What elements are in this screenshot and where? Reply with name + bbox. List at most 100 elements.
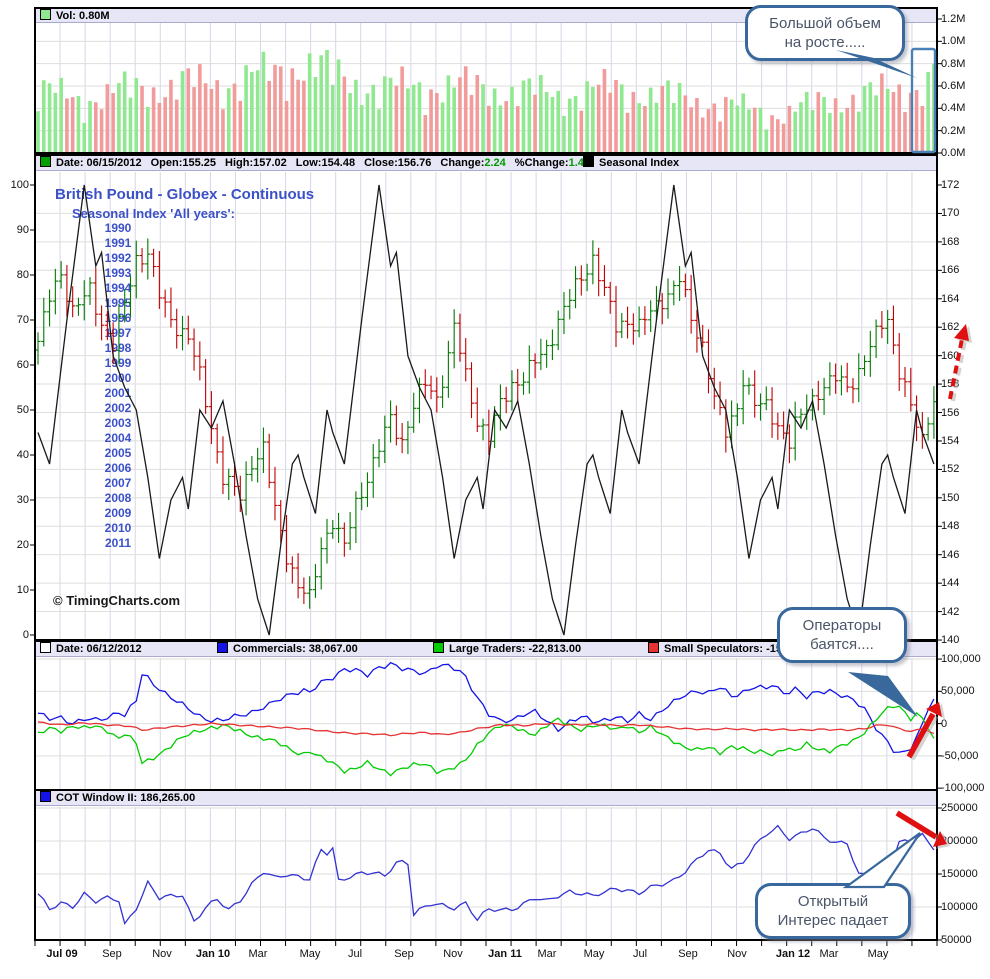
large-traders-swatch-icon [433, 642, 444, 653]
volume-bar [914, 90, 919, 153]
volume-bar [452, 87, 456, 153]
seasonal-year-label: 2009 [104, 506, 132, 520]
oi-legend-bar: COT Window II: 186,265.00 [36, 791, 936, 806]
volume-bar [880, 73, 884, 153]
volume-bar [342, 76, 347, 153]
oi-legend-label: COT Window II: 186,265.00 [56, 792, 196, 804]
oi-axis-tick: 100000 [941, 901, 978, 913]
volume-bar [429, 89, 433, 153]
volume-bar [36, 111, 40, 153]
volume-bar [614, 79, 618, 153]
volume-bar [232, 83, 237, 153]
price-axis-tick: 144 [941, 577, 960, 590]
seasonal-axis-tick: 0 [22, 629, 29, 641]
volume-bar [567, 98, 572, 153]
volume-axis-tick: 1.0M [941, 35, 966, 48]
price-axis-tick: 154 [941, 434, 960, 447]
volume-bar [215, 80, 219, 153]
volume-bar [388, 77, 393, 153]
volume-bar [591, 86, 595, 153]
volume-bar [354, 79, 358, 153]
seasonal-axis-tick: 20 [16, 539, 29, 551]
volume-bar [891, 92, 896, 153]
volume-bar [203, 83, 208, 153]
volume-bar [666, 80, 670, 153]
seasonal-index-line [37, 184, 935, 636]
volume-bar [163, 97, 167, 153]
price-change-label: Change: [440, 157, 485, 169]
volume-axis-tick: 0.0M [941, 146, 966, 159]
volume-bar [365, 93, 370, 153]
volume-bar [643, 106, 647, 153]
volume-bar [724, 97, 728, 153]
volume-bar [695, 97, 699, 153]
volume-bar [862, 86, 867, 153]
commercials-swatch-icon [217, 642, 228, 653]
volume-bar [174, 99, 179, 153]
price-axis-tick: 140 [941, 634, 960, 647]
volume-bar [550, 97, 555, 153]
price-low: Low:154.48 [295, 157, 356, 169]
volume-bar [648, 87, 653, 153]
volume-bar [741, 93, 745, 153]
price-axis-tick: 150 [941, 491, 960, 504]
volume-bar [371, 84, 376, 153]
volume-bar [463, 66, 468, 153]
volume-bar [307, 53, 312, 153]
x-axis-label: May [299, 948, 321, 960]
seasonal-year-label: 2008 [104, 491, 132, 505]
volume-bar [151, 87, 156, 153]
seasonal-subtitle: Seasonal Index 'All years': [72, 206, 235, 221]
volume-bar [296, 79, 300, 153]
x-axis-label: May [867, 948, 889, 960]
volume-bar [180, 71, 185, 153]
seasonal-year-label: 1992 [104, 251, 132, 265]
volume-bar [469, 95, 474, 153]
price-axis-tick: 166 [941, 264, 960, 277]
commercials-label: Commercials: 38,067.00 [233, 643, 358, 655]
volume-bar [544, 92, 549, 153]
volume-bar [267, 81, 271, 153]
seasonal-year-label: 2005 [104, 446, 132, 460]
volume-bar [186, 68, 191, 153]
volume-bar [677, 82, 682, 153]
seasonal-year-label: 2003 [104, 416, 132, 430]
large-traders-legend: Large Traders: -22,813.00 [433, 642, 581, 657]
price-pct-change-label: %Change: [514, 157, 569, 169]
volume-bar [70, 97, 75, 153]
seasonal-year-label: 1996 [104, 311, 132, 325]
volume-bar [637, 103, 641, 153]
price-axis-tick: 152 [941, 463, 960, 476]
volume-bar [359, 105, 364, 153]
volume-bar [515, 106, 520, 153]
volume-swatch-icon [40, 9, 51, 20]
price-change-value: 2.24 [484, 157, 506, 169]
seasonal-axis-tick: 40 [16, 449, 29, 461]
volume-bar [498, 105, 503, 153]
volume-bar [689, 107, 693, 153]
volume-bar [88, 101, 92, 153]
volume-bar [700, 117, 705, 153]
callout-volume-rally: Большой объем на росте..... [745, 5, 905, 62]
seasonal-year-label: 1998 [104, 341, 132, 355]
seasonal-year-label: 1991 [104, 236, 132, 250]
oi-axis-tick: 150000 [941, 868, 978, 880]
volume-bar [810, 110, 815, 153]
volume-highlight-box [910, 47, 937, 154]
volume-bar [330, 84, 335, 153]
cot-axis-tick: -50,000 [941, 749, 979, 762]
price-high: High:157.02 [225, 157, 287, 169]
price-axis-tick: 148 [941, 520, 960, 533]
cot-date-group: Date: 06/12/2012 [40, 642, 142, 657]
cot-date: Date: 06/12/2012 [56, 643, 142, 655]
volume-bar [406, 88, 410, 153]
seasonal-year-label: 2007 [104, 476, 132, 490]
seasonal-axis-tick: 50 [16, 404, 29, 416]
volume-bar [134, 78, 139, 153]
volume-bar [735, 105, 740, 153]
volume-bar [278, 66, 283, 153]
volume-axis-tick: 0.4M [941, 102, 966, 115]
volume-bar [718, 121, 722, 153]
volume-bar [510, 86, 514, 153]
volume-bar [504, 101, 508, 153]
